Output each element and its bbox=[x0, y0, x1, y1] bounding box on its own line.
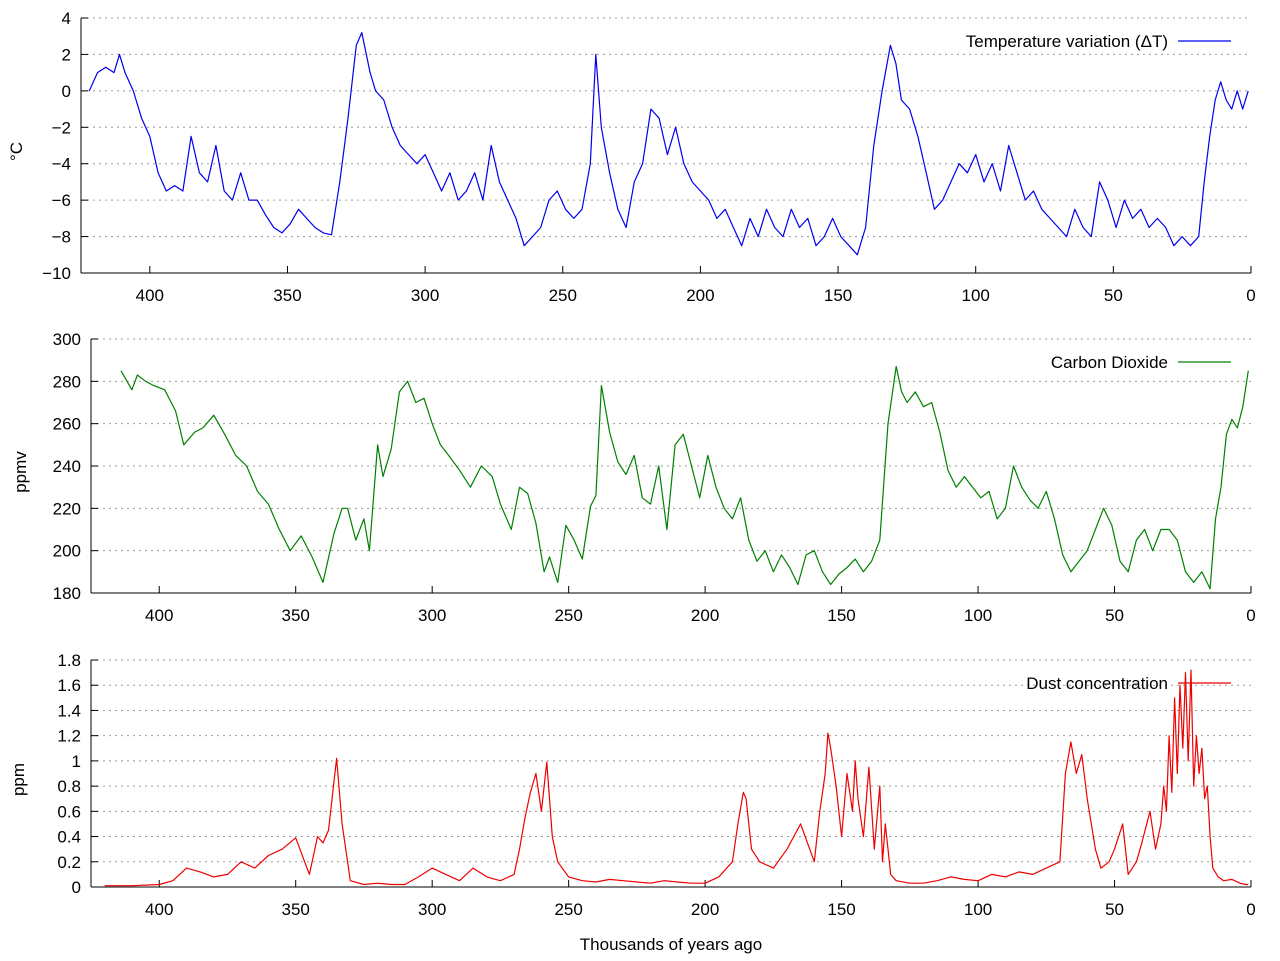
x-tick-label: 350 bbox=[282, 900, 310, 919]
x-tick-label: 0 bbox=[1246, 606, 1255, 625]
y-tick-label: 0.2 bbox=[57, 853, 81, 872]
y-tick-label: 0 bbox=[62, 82, 71, 101]
y-tick-label: −4 bbox=[52, 155, 71, 174]
co2-panel: 300 280 260 240 220 200 180 400 350 300 250 200 150 1… bbox=[11, 330, 1256, 625]
temperature-panel: 4 2 0 −2 −4 −6 −8 −10 400 350 300 250 200 150 100 50 0 °C… bbox=[7, 9, 1256, 305]
y-tick-label: −2 bbox=[52, 118, 71, 137]
legend-label: Temperature variation (ΔT) bbox=[966, 32, 1168, 51]
legend-label: Carbon Dioxide bbox=[1051, 353, 1168, 372]
x-tick-label: 0 bbox=[1246, 286, 1255, 305]
x-tick-label: 400 bbox=[145, 900, 173, 919]
y-tick-label: 240 bbox=[53, 457, 81, 476]
y-tick-label: 260 bbox=[53, 415, 81, 434]
y-tick-label: 1.4 bbox=[57, 701, 81, 720]
x-tick-label: 100 bbox=[964, 900, 992, 919]
y-tick-label: 4 bbox=[62, 9, 71, 28]
x-tick-label: 200 bbox=[691, 606, 719, 625]
series-line bbox=[104, 669, 1249, 887]
x-tick-label: 250 bbox=[554, 900, 582, 919]
x-tick-label: 50 bbox=[1104, 286, 1123, 305]
y-tick-label: −8 bbox=[52, 228, 71, 247]
y-tick-label: 1.6 bbox=[57, 676, 81, 695]
x-tick-label: 300 bbox=[411, 286, 439, 305]
x-tick-label: 0 bbox=[1246, 900, 1255, 919]
x-tick-label: 300 bbox=[418, 900, 446, 919]
y-tick-label: 220 bbox=[53, 499, 81, 518]
y-tick-label: −10 bbox=[42, 264, 71, 283]
y-tick-label: 300 bbox=[53, 330, 81, 349]
x-tick-label: 100 bbox=[962, 286, 990, 305]
y-tick-label: 1.2 bbox=[57, 727, 81, 746]
x-tick-label: 100 bbox=[964, 606, 992, 625]
series-line bbox=[120, 365, 1249, 590]
y-axis-label: ppm bbox=[9, 763, 28, 796]
y-tick-label: 200 bbox=[53, 542, 81, 561]
x-tick-label: 250 bbox=[549, 286, 577, 305]
dust-panel: 1.8 1.6 1.4 1.2 1 0.8 0.6 0.4 0.2 0 400 350 300 250 20… bbox=[9, 651, 1256, 919]
x-tick-label: 400 bbox=[145, 606, 173, 625]
x-tick-label: 200 bbox=[686, 286, 714, 305]
y-tick-label: 280 bbox=[53, 372, 81, 391]
x-axis-title: Thousands of years ago bbox=[580, 935, 762, 954]
y-axis-label: °C bbox=[7, 142, 26, 161]
y-tick-label: 180 bbox=[53, 584, 81, 603]
x-tick-label: 150 bbox=[824, 286, 852, 305]
y-tick-label: 1 bbox=[72, 752, 81, 771]
x-tick-label: 350 bbox=[273, 286, 301, 305]
x-tick-label: 250 bbox=[554, 606, 582, 625]
x-tick-label: 150 bbox=[827, 606, 855, 625]
x-tick-label: 150 bbox=[827, 900, 855, 919]
y-tick-label: 0.4 bbox=[57, 828, 81, 847]
x-tick-label: 50 bbox=[1105, 900, 1124, 919]
y-tick-label: 0 bbox=[72, 878, 81, 897]
x-tick-label: 350 bbox=[282, 606, 310, 625]
y-axis-label: ppmv bbox=[11, 451, 30, 493]
x-tick-label: 50 bbox=[1105, 606, 1124, 625]
x-tick-label: 300 bbox=[418, 606, 446, 625]
y-tick-label: 0.6 bbox=[57, 802, 81, 821]
y-tick-label: 0.8 bbox=[57, 777, 81, 796]
legend-label: Dust concentration bbox=[1026, 674, 1168, 693]
y-tick-label: −6 bbox=[52, 191, 71, 210]
x-tick-label: 200 bbox=[691, 900, 719, 919]
y-tick-label: 2 bbox=[62, 45, 71, 64]
series-line bbox=[88, 31, 1249, 256]
x-tick-label: 400 bbox=[136, 286, 164, 305]
y-tick-label: 1.8 bbox=[57, 651, 81, 670]
